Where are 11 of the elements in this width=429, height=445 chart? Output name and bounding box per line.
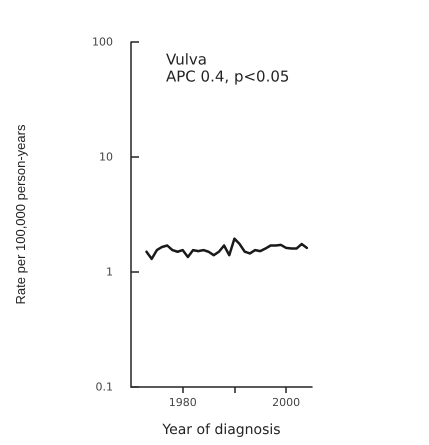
y-axis-title: Rate per 100,000 person-years (13, 124, 28, 304)
text: Vulva (166, 50, 207, 68)
y-tick-label: 0.1 (96, 380, 113, 394)
x-axis-title: Year of diagnosis (161, 422, 281, 438)
y-tick-label: 10 (99, 150, 113, 164)
annotation: APC 0.4, p<0.05 (166, 68, 290, 86)
line-series (145, 237, 308, 260)
y-tick-label: 100 (92, 36, 113, 48)
x-tick-label: 1980 (168, 396, 197, 409)
y-tick-label: 1 (106, 266, 113, 278)
x-tick-label: 2000 (272, 396, 300, 409)
